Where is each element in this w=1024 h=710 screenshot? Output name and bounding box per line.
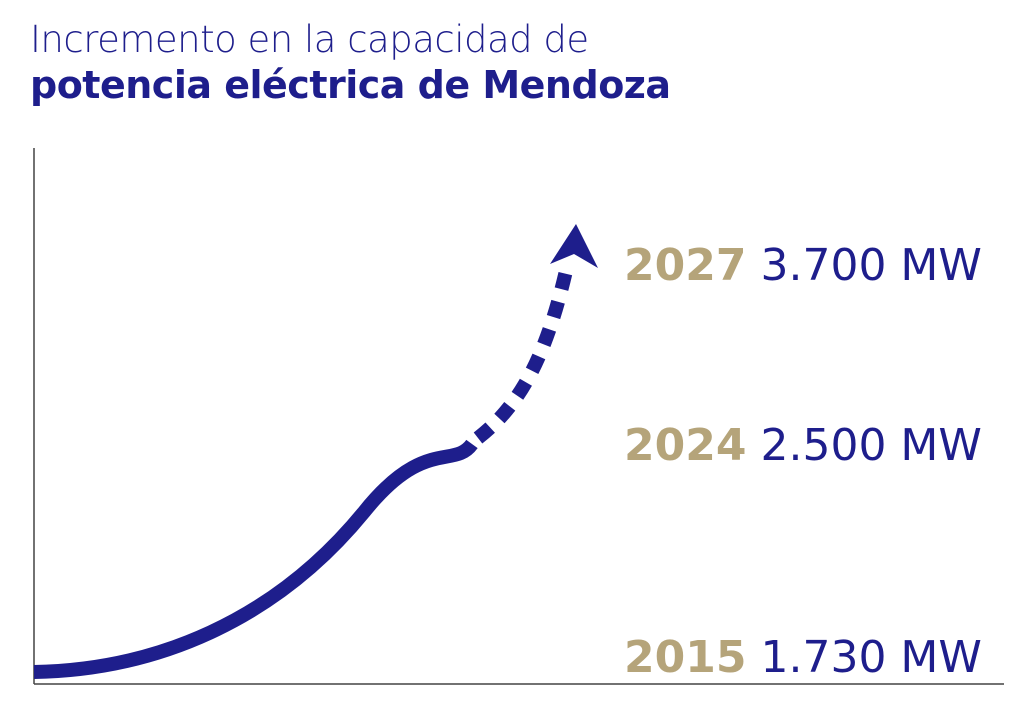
label-mw-value: 3.700 MW <box>760 240 981 291</box>
value-label-2015: 2015 1.730 MW <box>624 632 982 683</box>
label-mw-value: 2.500 MW <box>760 420 981 471</box>
chart-series <box>33 224 598 679</box>
value-label-2027: 2027 3.700 MW <box>624 240 982 291</box>
chart-title: Incremento en la capacidad de potencia e… <box>30 18 1010 108</box>
projection-arrowhead <box>550 224 598 268</box>
chart-value-labels: 2027 3.700 MW 2024 2.500 MW 2015 1.730 MW <box>624 240 982 683</box>
label-mw-value: 1.730 MW <box>760 632 981 683</box>
chart-axes <box>33 148 1004 685</box>
value-label-2024: 2024 2.500 MW <box>624 420 982 471</box>
chart-title-line-2: potencia eléctrica de Mendoza <box>30 63 671 107</box>
chart-title-line-1: Incremento en la capacidad de <box>30 18 589 61</box>
label-year: 2015 <box>624 632 746 683</box>
label-year: 2027 <box>624 240 746 291</box>
label-year: 2024 <box>624 420 746 471</box>
solid-growth-line <box>33 439 478 679</box>
projection-dotted-line <box>473 260 575 444</box>
